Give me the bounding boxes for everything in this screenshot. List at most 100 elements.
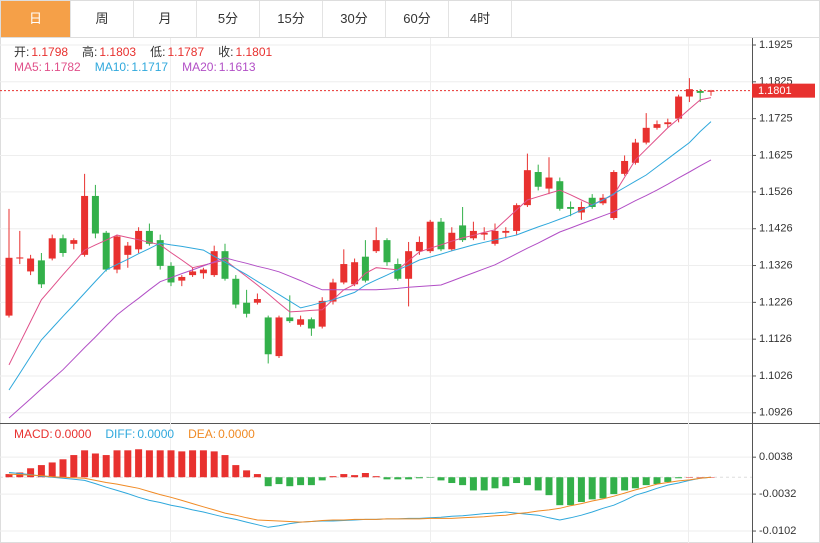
y-tick-label: 1.1326 — [759, 259, 793, 271]
candle-body — [696, 91, 704, 93]
candle-body — [5, 257, 13, 316]
macd-bar — [297, 477, 305, 486]
candle-body — [415, 241, 423, 252]
candle-body — [685, 89, 693, 97]
period-tab[interactable]: 60分 — [386, 1, 449, 37]
y-tick-label: -0.0032 — [759, 488, 796, 500]
candle-body — [329, 282, 337, 302]
macd-bar — [610, 477, 618, 495]
ma-readout-item: MA10: 1.1717 — [95, 60, 170, 74]
period-tab[interactable]: 日 — [1, 1, 71, 37]
macd-bar — [426, 477, 434, 478]
macd-bar — [631, 477, 639, 489]
macd-bar — [491, 477, 499, 489]
readout-item: DIFF: 0.0000 — [105, 427, 176, 441]
macd-bar — [199, 450, 207, 478]
macd-bar — [145, 450, 153, 478]
candle-body — [437, 221, 445, 250]
ma-line — [8, 121, 712, 391]
period-tab[interactable]: 5分 — [197, 1, 260, 37]
candle-body — [102, 232, 110, 270]
macd-bar — [243, 470, 251, 478]
candle-body — [48, 238, 56, 259]
macd-bar — [556, 477, 564, 506]
candle-body — [372, 240, 380, 252]
macd-bar — [448, 477, 456, 484]
candle-body — [664, 122, 672, 125]
candle-body — [642, 127, 650, 143]
macd-bar — [545, 477, 553, 496]
macd-bar — [351, 475, 359, 478]
candle-body — [318, 300, 326, 327]
y-tick-label: 1.1126 — [759, 333, 792, 345]
macd-bar — [156, 450, 164, 478]
macd-bar — [469, 477, 477, 491]
candle-body — [631, 142, 639, 163]
macd-bar — [340, 474, 348, 478]
candle-body — [81, 195, 89, 255]
macd-bar — [361, 473, 369, 478]
ma-line — [8, 159, 712, 419]
period-tab[interactable]: 周 — [71, 1, 134, 37]
candle-body — [27, 258, 35, 272]
macd-bar — [210, 451, 218, 478]
macd-bar — [48, 462, 56, 478]
y-tick-label: 1.1925 — [759, 39, 793, 51]
macd-bar — [567, 477, 575, 506]
macd-bar — [318, 477, 326, 481]
candle-body — [545, 177, 553, 189]
candle-body — [340, 264, 348, 283]
macd-bar — [459, 477, 467, 486]
readout-value: 0.0000 — [218, 427, 255, 441]
macd-bar — [124, 450, 132, 478]
macd-bar — [91, 453, 99, 478]
macd-bar — [415, 477, 423, 479]
macd-bar — [405, 477, 413, 480]
ma-readout-label: MA10: — [94, 60, 130, 74]
macd-line — [8, 473, 712, 523]
candle-body — [253, 299, 261, 303]
ma-readout-item: MA5: 1.1782 — [14, 60, 83, 74]
candle-body — [351, 262, 359, 285]
macd-bar — [37, 465, 45, 478]
candle-body — [383, 240, 391, 263]
macd-bar — [178, 451, 186, 478]
macd-bar — [264, 477, 272, 487]
candle-body — [621, 160, 629, 174]
ma-readout-item: MA20: 1.1613 — [182, 60, 257, 74]
readout-value: 1.1801 — [235, 45, 273, 59]
candle-body — [221, 251, 229, 279]
readout-item: 高: 1.1803 — [82, 45, 138, 59]
period-tab[interactable]: 15分 — [260, 1, 323, 37]
candle-body — [513, 205, 521, 231]
y-tick-label: 1.1625 — [759, 149, 793, 161]
candle-body — [534, 172, 542, 187]
macd-bar — [27, 468, 35, 478]
macd-bar — [685, 477, 693, 478]
macd-readout: MACD: 0.0000 DIFF: 0.0000 DEA: 0.0000 — [14, 427, 269, 441]
readout-value: 0.0000 — [137, 427, 175, 441]
readout-label: DIFF: — [105, 427, 136, 441]
macd-bar — [307, 477, 315, 486]
readout-label: 高: — [82, 45, 98, 59]
macd-bar — [372, 476, 380, 478]
candle-body — [394, 264, 402, 279]
period-tab[interactable]: 4时 — [449, 1, 512, 37]
macd-bar — [383, 477, 391, 480]
candle-body — [70, 240, 78, 244]
macd-bar — [275, 477, 283, 485]
readout-value: 1.1803 — [99, 45, 137, 59]
ma-line — [8, 97, 712, 366]
macd-bar — [523, 477, 531, 486]
macd-bar — [221, 455, 229, 478]
candle-body — [286, 317, 294, 322]
macd-bar — [534, 477, 542, 491]
macd-bar — [664, 477, 672, 482]
period-tab[interactable]: 月 — [134, 1, 197, 37]
y-tick-label: 0.0038 — [759, 451, 793, 463]
candle-body — [145, 230, 153, 244]
period-tab[interactable]: 30分 — [323, 1, 386, 37]
candle-body — [91, 195, 99, 234]
macd-bar — [513, 477, 521, 484]
